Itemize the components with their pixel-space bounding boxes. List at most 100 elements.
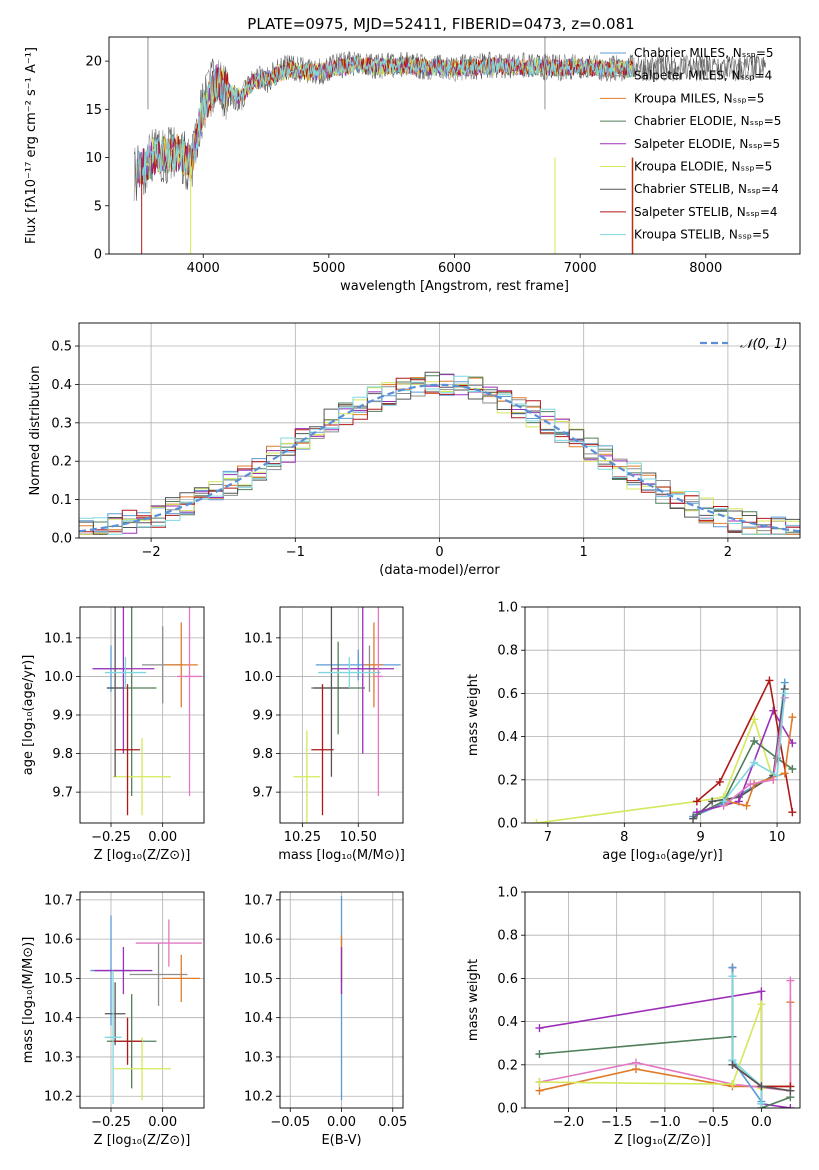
weight-marker <box>689 814 698 823</box>
axis-label-x: Z [log₁₀(Z/Z⊙)] <box>94 848 191 863</box>
weight-marker <box>728 1060 737 1069</box>
tick-label-y: 5 <box>94 199 102 214</box>
tick-label-y: 10.1 <box>44 631 73 646</box>
tick-label-x: −0.25 <box>91 830 131 845</box>
axis-label-y: mass weight <box>466 959 481 1041</box>
plot-area <box>532 676 797 823</box>
normal-curve <box>79 383 800 533</box>
tick-label-x: 7000 <box>564 261 597 276</box>
tick-label-x: 10.50 <box>340 830 377 845</box>
axes-frame <box>79 606 205 824</box>
legend-label: Kroupa ELODIE, Nₛₛₚ=5 <box>634 160 772 174</box>
plot-area <box>133 37 767 254</box>
axis-label-y: age [log₁₀(age/yr)] <box>21 655 36 776</box>
legend-label: Chabrier MILES, Nₛₛₚ=5 <box>634 46 774 60</box>
legend-label: Chabrier ELODIE, Nₛₛₚ=5 <box>634 114 781 128</box>
tick-label-y: 10.2 <box>244 1090 273 1105</box>
tick-label-y: 0.0 <box>51 532 72 547</box>
axes-frame <box>78 322 801 539</box>
weight-marker <box>532 819 541 823</box>
weight-line <box>696 708 794 813</box>
tick-label-y: 10.3 <box>244 1050 273 1065</box>
tick-label-y: 0.2 <box>497 773 518 788</box>
weight-marker <box>769 775 778 784</box>
legend-label: Salpeter MILES, Nₛₛₚ=4 <box>634 69 772 83</box>
weight-line <box>696 739 793 816</box>
weight-line <box>731 967 763 1102</box>
tick-label-x: 5000 <box>312 261 345 276</box>
spectrum-line <box>137 57 633 184</box>
tick-label-y: 10.4 <box>44 1011 73 1026</box>
tick-label-y: 9.9 <box>252 709 273 724</box>
histogram-series <box>79 375 800 535</box>
weight-marker <box>786 1104 795 1108</box>
tick-label-x: 0.00 <box>148 830 177 845</box>
tick-label-y: 10 <box>85 151 102 166</box>
tick-label-y: 9.7 <box>252 786 273 801</box>
weight-marker <box>715 777 724 786</box>
axes-frame <box>279 606 404 824</box>
tick-label-y: 15 <box>85 103 102 118</box>
tick-label-y: 0.6 <box>497 972 518 987</box>
axis-label-y: Normed distribution <box>28 366 43 496</box>
tick-label-x: 0.00 <box>327 1115 356 1130</box>
legend: Chabrier MILES, Nₛₛₚ=5 Salpeter MILES, Nₛ… <box>600 46 781 242</box>
tick-label-y: 0.4 <box>51 378 72 393</box>
weight-marker <box>746 780 755 789</box>
tick-label-x: 2 <box>724 545 732 560</box>
tick-label-y: 10.6 <box>44 933 73 948</box>
histogram-series <box>79 377 800 535</box>
chart-age-vs-mass: 10.25 10.50 9.7 9.8 9.9 10.0 10.1 mass [log₁₀(M… <box>244 606 405 863</box>
chart-age-vs-Z: −0.25 0.00 9.7 9.8 9.9 10.0 10.1 Z [log₁₀(Z/Z⊙)… <box>21 606 205 863</box>
axis-label-y: mass [log₁₀(M/M⊙)] <box>21 937 36 1064</box>
weight-line <box>722 693 786 802</box>
axes-frame <box>79 891 205 1109</box>
weight-marker <box>750 758 759 767</box>
tick-label-y: 0.2 <box>51 455 72 470</box>
weight-line <box>731 976 763 1104</box>
histogram-series <box>79 371 800 535</box>
figure-title: PLATE=0975, MJD=52411, FIBERID=0473, z=0… <box>247 15 634 33</box>
tick-label-x: 0.0 <box>751 1115 772 1130</box>
weight-marker <box>780 769 789 778</box>
tick-label-x: −0.5 <box>697 1115 729 1130</box>
tick-label-y: 10.5 <box>244 972 273 987</box>
tick-label-x: 7 <box>544 830 552 845</box>
axes-frame <box>108 36 801 255</box>
tick-label-y: 0.2 <box>497 1058 518 1073</box>
tick-label-x: −1 <box>286 545 305 560</box>
weight-line <box>539 1004 763 1089</box>
tick-label-y: 0.8 <box>497 644 518 659</box>
weight-marker <box>742 801 751 810</box>
legend-label: Kroupa STELIB, Nₛₛₚ=5 <box>634 228 770 242</box>
legend-label: Salpeter STELIB, Nₛₛₚ=4 <box>634 205 778 219</box>
plot-area <box>79 371 800 535</box>
tick-label-x: 8000 <box>689 261 722 276</box>
weight-marker <box>765 676 774 685</box>
axis-label-x: E(B-V) <box>321 1133 361 1148</box>
weight-marker <box>757 1082 766 1091</box>
tick-label-x: 10 <box>769 830 786 845</box>
tick-label-y: 20 <box>85 55 102 70</box>
weight-marker <box>757 987 766 996</box>
weight-marker <box>786 1086 795 1095</box>
weight-marker <box>780 689 789 698</box>
tick-label-y: 0.5 <box>51 340 72 355</box>
plot-area <box>90 915 202 1105</box>
tick-label-x: −2 <box>142 545 161 560</box>
weight-marker <box>750 715 759 724</box>
weight-marker <box>769 706 778 715</box>
weight-marker <box>535 1078 544 1087</box>
tick-label-y: 10.0 <box>44 670 73 685</box>
tick-label-y: 9.9 <box>52 709 73 724</box>
tick-label-y: 1.0 <box>497 601 518 616</box>
spectrum-line <box>137 56 633 185</box>
legend-label: Kroupa MILES, Nₛₛₚ=5 <box>634 91 764 105</box>
axis-label-x: Z [log₁₀(Z/Z⊙)] <box>614 1133 711 1148</box>
chart-weight-vs-age: 7 8 9 10 0.0 0.2 0.4 0.6 0.8 1.0 age [log₁₀(age/yr… <box>466 601 801 863</box>
tick-label-x: 1 <box>580 545 588 560</box>
axis-label-x: age [log₁₀(age/yr)] <box>602 848 723 863</box>
weight-marker <box>773 771 782 780</box>
